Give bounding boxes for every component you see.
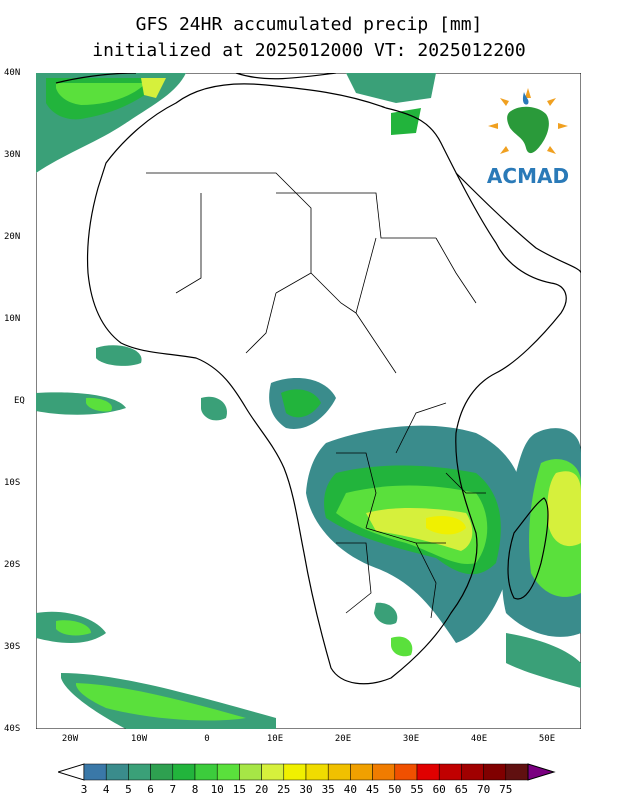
- lat-label-20n: 20N: [4, 232, 21, 242]
- colorbar-bin: [194, 763, 218, 781]
- colorbar-bin: [172, 763, 196, 781]
- colorbar-bin: [416, 763, 440, 781]
- lat-label-30s: 30S: [4, 642, 21, 652]
- colorbar-bin: [350, 763, 373, 781]
- colorbar-bin: [128, 763, 151, 781]
- colorbar-bin: [216, 763, 240, 781]
- lon-label-40e: 40E: [470, 734, 488, 744]
- precip-map: [36, 73, 581, 729]
- colorbar-label: 55: [410, 783, 424, 796]
- colorbar-bin: [394, 763, 418, 781]
- precip-colorbar: [58, 763, 556, 781]
- colorbar-bin: [372, 763, 396, 781]
- colorbar-bin: [483, 763, 507, 781]
- colorbar-label: 15: [232, 783, 247, 796]
- coastline-layer: [55, 73, 581, 685]
- colorbar-label: 70: [476, 783, 491, 796]
- colorbar-label: 10: [210, 783, 224, 796]
- colorbar-label: 65: [454, 783, 469, 796]
- lon-label-20e: 20E: [334, 734, 352, 744]
- lat-label-40s: 40S: [4, 724, 21, 734]
- colorbar-label: 20: [254, 783, 269, 796]
- colorbar-label: 6: [147, 783, 154, 796]
- colorbar-bin: [150, 763, 174, 781]
- colorbar-label: 75: [499, 783, 513, 796]
- acmad-logo: ACMAD: [476, 86, 580, 196]
- colorbar-bin: [461, 763, 484, 781]
- colorbar-under-triangle: [58, 763, 85, 781]
- colorbar-bin: [239, 763, 262, 781]
- africa-sun-logo-icon: [488, 88, 568, 154]
- colorbar-label: 60: [432, 783, 446, 796]
- map-title-line2: initialized at 2025012000 VT: 2025012200: [92, 40, 526, 61]
- lat-label-10n: 10N: [4, 314, 21, 324]
- lat-label-20s: 20S: [4, 560, 21, 570]
- colorbar-bin: [327, 763, 351, 781]
- colorbar-bin: [283, 763, 307, 781]
- colorbar-label: 4: [102, 783, 110, 796]
- map-title-line1: GFS 24HR accumulated precip [mm]: [135, 14, 483, 35]
- colorbar-label: 25: [277, 783, 291, 796]
- colorbar-bin: [261, 763, 285, 781]
- lon-label-10w: 10W: [130, 734, 148, 744]
- colorbar-label: 7: [169, 783, 177, 796]
- acmad-logo-text: ACMAD: [486, 164, 570, 188]
- precip-layer: [36, 73, 581, 729]
- border-layer: [146, 172, 486, 619]
- colorbar-bin: [83, 763, 107, 781]
- lat-label-eq: EQ: [14, 396, 25, 406]
- colorbar-bin: [105, 763, 129, 781]
- lon-label-10e: 10E: [266, 734, 284, 744]
- colorbar-over-triangle: [527, 763, 556, 781]
- colorbar-label: 40: [343, 783, 358, 796]
- colorbar-bin: [438, 763, 462, 781]
- lat-label-30n: 30N: [4, 150, 21, 160]
- colorbar-label: 5: [125, 783, 132, 796]
- colorbar-label: 50: [388, 783, 402, 796]
- colorbar-label: 45: [365, 783, 380, 796]
- colorbar-label: 35: [321, 783, 335, 796]
- colorbar-label: 3: [80, 783, 88, 796]
- colorbar-bin: [505, 763, 529, 781]
- colorbar-label: 30: [299, 783, 313, 796]
- lon-label-30e: 30E: [402, 734, 420, 744]
- lat-label-40n: 40N: [4, 68, 21, 78]
- lat-label-10s: 10S: [4, 478, 21, 488]
- lon-label-50e: 50E: [538, 734, 556, 744]
- colorbar-label: 8: [191, 783, 199, 796]
- lon-label-20w: 20W: [61, 734, 79, 744]
- lon-label-0: 0: [204, 734, 210, 744]
- colorbar-bin: [305, 763, 329, 781]
